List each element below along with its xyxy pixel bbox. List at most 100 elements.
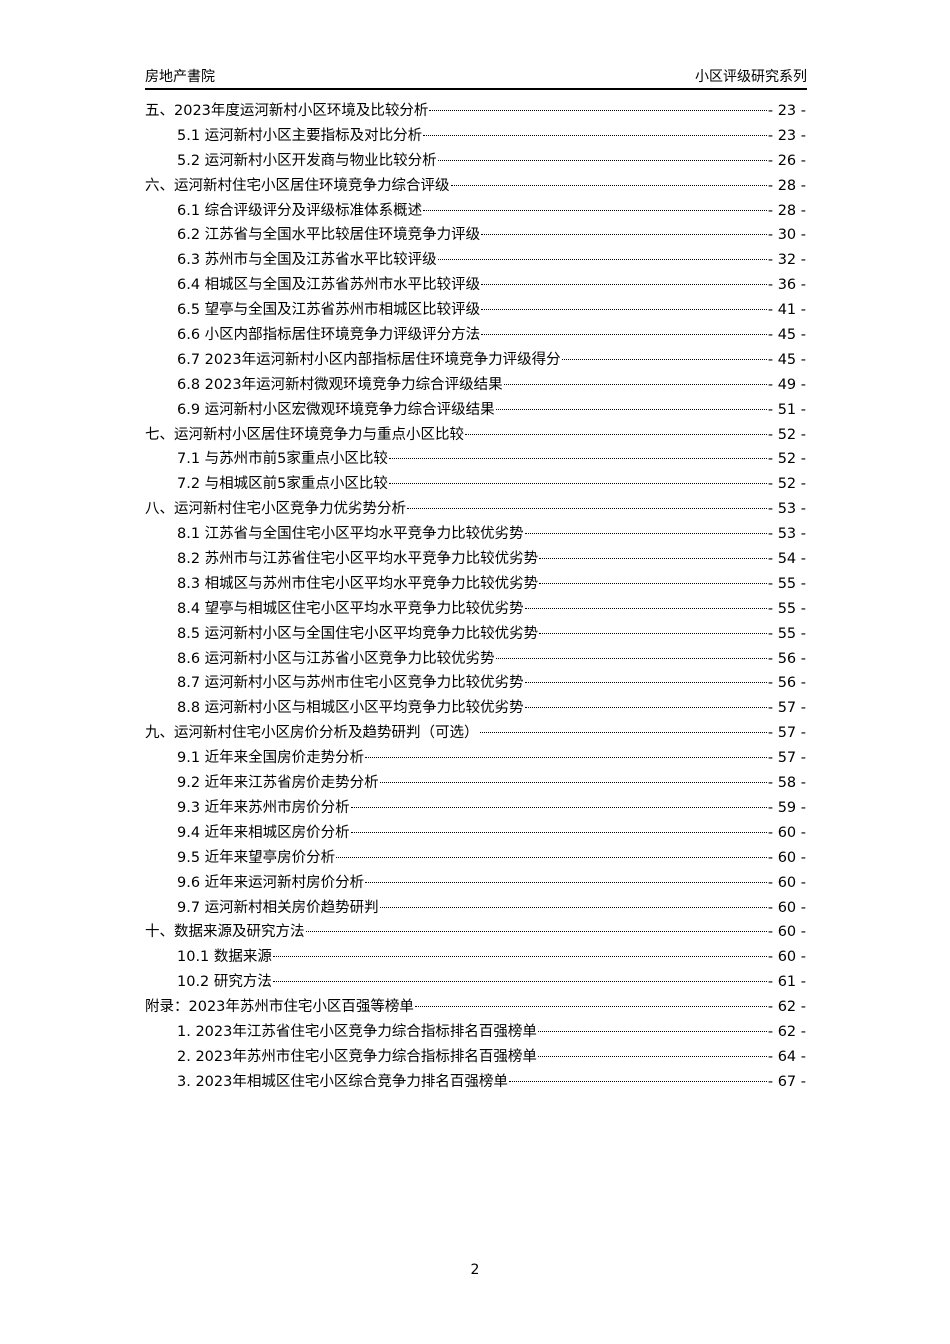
dot-leader xyxy=(561,358,767,360)
toc-section-entry[interactable]: 9.7 运河新村相关房价趋势研判 - 60 - xyxy=(145,896,806,921)
dot-leader xyxy=(465,433,767,435)
dot-leader xyxy=(429,110,767,111)
dot-leader xyxy=(524,533,767,535)
toc-chapter-entry[interactable]: 九、运河新村住宅小区房价分析及趋势研判（可选） - 57 - xyxy=(145,721,806,746)
toc-section-entry[interactable]: 8.4 望亭与相城区住宅小区平均水平竞争力比较优劣势 - 55 - xyxy=(145,597,806,622)
toc-entry-title: 10.2 研究方法 xyxy=(177,974,272,991)
dot-leader xyxy=(524,607,767,609)
dot-leader xyxy=(407,508,767,510)
toc-entry-title: 6.7 2023年运河新村小区内部指标居住环境竞争力评级得分 xyxy=(177,351,561,368)
toc-entry-page: - 59 - xyxy=(767,799,806,816)
toc-section-entry[interactable]: 9.2 近年来江苏省房价走势分析 - 58 - xyxy=(145,771,806,796)
toc-entry-page: - 58 - xyxy=(767,775,806,792)
toc-chapter-entry[interactable]: 五、2023年度运河新村小区环境及比较分析 - 23 - xyxy=(145,99,806,124)
toc-entry-page: - 53 - xyxy=(767,526,806,543)
toc-entry-title: 9.2 近年来江苏省房价走势分析 xyxy=(177,775,379,792)
toc-entry-title: 1. 2023年江苏省住宅小区竞争力综合指标排名百强榜单 xyxy=(177,1023,537,1040)
toc-section-entry[interactable]: 5.2 运河新村小区开发商与物业比较分析 - 26 - xyxy=(145,149,806,174)
toc-section-entry[interactable]: 3. 2023年相城区住宅小区综合竞争力排名百强榜单 - 67 - xyxy=(145,1070,806,1095)
dot-leader xyxy=(336,856,767,858)
toc-chapter-entry[interactable]: 附录：2023年苏州市住宅小区百强等榜单 - 62 - xyxy=(145,995,806,1020)
toc-entry-page: - 57 - xyxy=(767,750,806,767)
toc-section-entry[interactable]: 6.2 江苏省与全国水平比较居住环境竞争力评级 - 30 - xyxy=(145,223,806,248)
toc-section-entry[interactable]: 7.1 与苏州市前5家重点小区比较 - 52 - xyxy=(145,447,806,472)
page-header: 房地产書院 小区评级研究系列 xyxy=(145,66,807,90)
toc-section-entry[interactable]: 6.8 2023年运河新村微观环境竞争力综合评级结果 - 49 - xyxy=(145,373,806,398)
toc-section-entry[interactable]: 6.3 苏州市与全国及江苏省水平比较评级 - 32 - xyxy=(145,248,806,273)
toc-entry-page: - 45 - xyxy=(767,351,806,368)
toc-entry-page: - 56 - xyxy=(767,650,806,667)
toc-entry-title: 五、2023年度运河新村小区环境及比较分析 xyxy=(145,103,429,119)
dot-leader xyxy=(539,582,767,584)
toc-entry-page: - 36 - xyxy=(767,277,806,294)
toc-entry-page: - 61 - xyxy=(767,974,806,991)
toc-entry-title: 9.7 运河新村相关房价趋势研判 xyxy=(177,899,379,916)
toc-entry-page: - 52 - xyxy=(767,451,806,468)
toc-entry-title: 8.1 江苏省与全国住宅小区平均水平竞争力比较优劣势 xyxy=(177,526,524,543)
header-series: 小区评级研究系列 xyxy=(695,69,807,85)
toc-section-entry[interactable]: 8.6 运河新村小区与江苏省小区竞争力比较优劣势 - 56 - xyxy=(145,647,806,672)
toc-section-entry[interactable]: 8.5 运河新村小区与全国住宅小区平均竞争力比较优劣势 - 55 - xyxy=(145,622,806,647)
toc-entry-title: 十、数据来源及研究方法 xyxy=(145,924,305,941)
toc-section-entry[interactable]: 9.3 近年来苏州市房价分析 - 59 - xyxy=(145,796,806,821)
toc-entry-page: - 51 - xyxy=(767,401,806,418)
toc-entry-title: 9.1 近年来全国房价走势分析 xyxy=(177,750,365,767)
toc-entry-title: 8.8 运河新村小区与相城区小区平均竞争力比较优劣势 xyxy=(177,700,524,717)
header-publisher: 房地产書院 xyxy=(145,69,215,85)
toc-entry-page: - 60 - xyxy=(767,924,806,941)
toc-section-entry[interactable]: 10.1 数据来源 - 60 - xyxy=(145,945,806,970)
toc-entry-title: 九、运河新村住宅小区房价分析及趋势研判（可选） xyxy=(145,725,479,742)
toc-chapter-entry[interactable]: 十、数据来源及研究方法 - 60 - xyxy=(145,920,806,945)
toc-section-entry[interactable]: 8.7 运河新村小区与苏州市住宅小区竞争力比较优劣势 - 56 - xyxy=(145,671,806,696)
toc-entry-page: - 54 - xyxy=(767,551,806,568)
toc-entry-page: - 41 - xyxy=(767,302,806,319)
toc-section-entry[interactable]: 6.7 2023年运河新村小区内部指标居住环境竞争力评级得分 - 45 - xyxy=(145,348,806,373)
toc-entry-title: 7.1 与苏州市前5家重点小区比较 xyxy=(177,451,388,468)
toc-section-entry[interactable]: 9.1 近年来全国房价走势分析 - 57 - xyxy=(145,746,806,771)
dot-leader xyxy=(524,707,767,709)
dot-leader xyxy=(305,931,767,933)
toc-section-entry[interactable]: 5.1 运河新村小区主要指标及对比分析 - 23 - xyxy=(145,124,806,149)
toc-entry-page: - 55 - xyxy=(767,625,806,642)
toc-entry-page: - 23 - xyxy=(767,103,806,119)
toc-entry-page: - 60 - xyxy=(767,949,806,966)
toc-chapter-entry[interactable]: 八、运河新村住宅小区竞争力优劣势分析 - 53 - xyxy=(145,497,806,522)
toc-section-entry[interactable]: 7.2 与相城区前5家重点小区比较 - 52 - xyxy=(145,472,806,497)
toc-section-entry[interactable]: 1. 2023年江苏省住宅小区竞争力综合指标排名百强榜单 - 62 - xyxy=(145,1020,806,1045)
toc-entry-title: 6.2 江苏省与全国水平比较居住环境竞争力评级 xyxy=(177,227,481,244)
toc-section-entry[interactable]: 10.2 研究方法 - 61 - xyxy=(145,970,806,995)
dot-leader xyxy=(481,334,767,336)
dot-leader xyxy=(539,632,767,634)
dot-leader xyxy=(350,831,767,833)
toc-section-entry[interactable]: 8.3 相城区与苏州市住宅小区平均水平竞争力比较优劣势 - 55 - xyxy=(145,572,806,597)
toc-entry-title: 5.2 运河新村小区开发商与物业比较分析 xyxy=(177,152,437,169)
toc-section-entry[interactable]: 9.5 近年来望亭房价分析 - 60 - xyxy=(145,846,806,871)
dot-leader xyxy=(537,1055,767,1057)
toc-entry-page: - 53 - xyxy=(767,501,806,518)
toc-section-entry[interactable]: 6.5 望亭与全国及江苏省苏州市相城区比较评级 - 41 - xyxy=(145,298,806,323)
toc-entry-title: 6.6 小区内部指标居住环境竞争力评级评分方法 xyxy=(177,327,481,344)
toc-entry-page: - 62 - xyxy=(767,999,806,1016)
toc-section-entry[interactable]: 8.1 江苏省与全国住宅小区平均水平竞争力比较优劣势 - 53 - xyxy=(145,522,806,547)
dot-leader xyxy=(495,657,767,659)
toc-section-entry[interactable]: 6.1 综合评级评分及评级标准体系概述 - 28 - xyxy=(145,199,806,224)
toc-section-entry[interactable]: 9.4 近年来相城区房价分析 - 60 - xyxy=(145,821,806,846)
toc-section-entry[interactable]: 8.8 运河新村小区与相城区小区平均竞争力比较优劣势 - 57 - xyxy=(145,696,806,721)
dot-leader xyxy=(437,259,767,261)
toc-entry-title: 6.4 相城区与全国及江苏省苏州市水平比较评级 xyxy=(177,277,481,294)
dot-leader xyxy=(388,483,767,485)
toc-chapter-entry[interactable]: 七、运河新村小区居住环境竞争力与重点小区比较 - 52 - xyxy=(145,423,806,448)
toc-entry-title: 10.1 数据来源 xyxy=(177,949,272,966)
dot-leader xyxy=(423,134,767,136)
toc-entry-title: 6.9 运河新村小区宏微观环境竞争力综合评级结果 xyxy=(177,401,495,418)
toc-section-entry[interactable]: 2. 2023年苏州市住宅小区竞争力综合指标排名百强榜单 - 64 - xyxy=(145,1045,806,1070)
toc-chapter-entry[interactable]: 六、运河新村住宅小区居住环境竞争力综合评级 - 28 - xyxy=(145,174,806,199)
dot-leader xyxy=(481,284,767,286)
toc-entry-title: 七、运河新村小区居住环境竞争力与重点小区比较 xyxy=(145,426,464,443)
toc-section-entry[interactable]: 6.4 相城区与全国及江苏省苏州市水平比较评级 - 36 - xyxy=(145,273,806,298)
toc-section-entry[interactable]: 9.6 近年来运河新村房价分析 - 60 - xyxy=(145,871,806,896)
toc-section-entry[interactable]: 6.6 小区内部指标居住环境竞争力评级评分方法 - 45 - xyxy=(145,323,806,348)
dot-leader xyxy=(350,806,767,808)
toc-section-entry[interactable]: 6.9 运河新村小区宏微观环境竞争力综合评级结果 - 51 - xyxy=(145,398,806,423)
toc-section-entry[interactable]: 8.2 苏州市与江苏省住宅小区平均水平竞争力比较优劣势 - 54 - xyxy=(145,547,806,572)
